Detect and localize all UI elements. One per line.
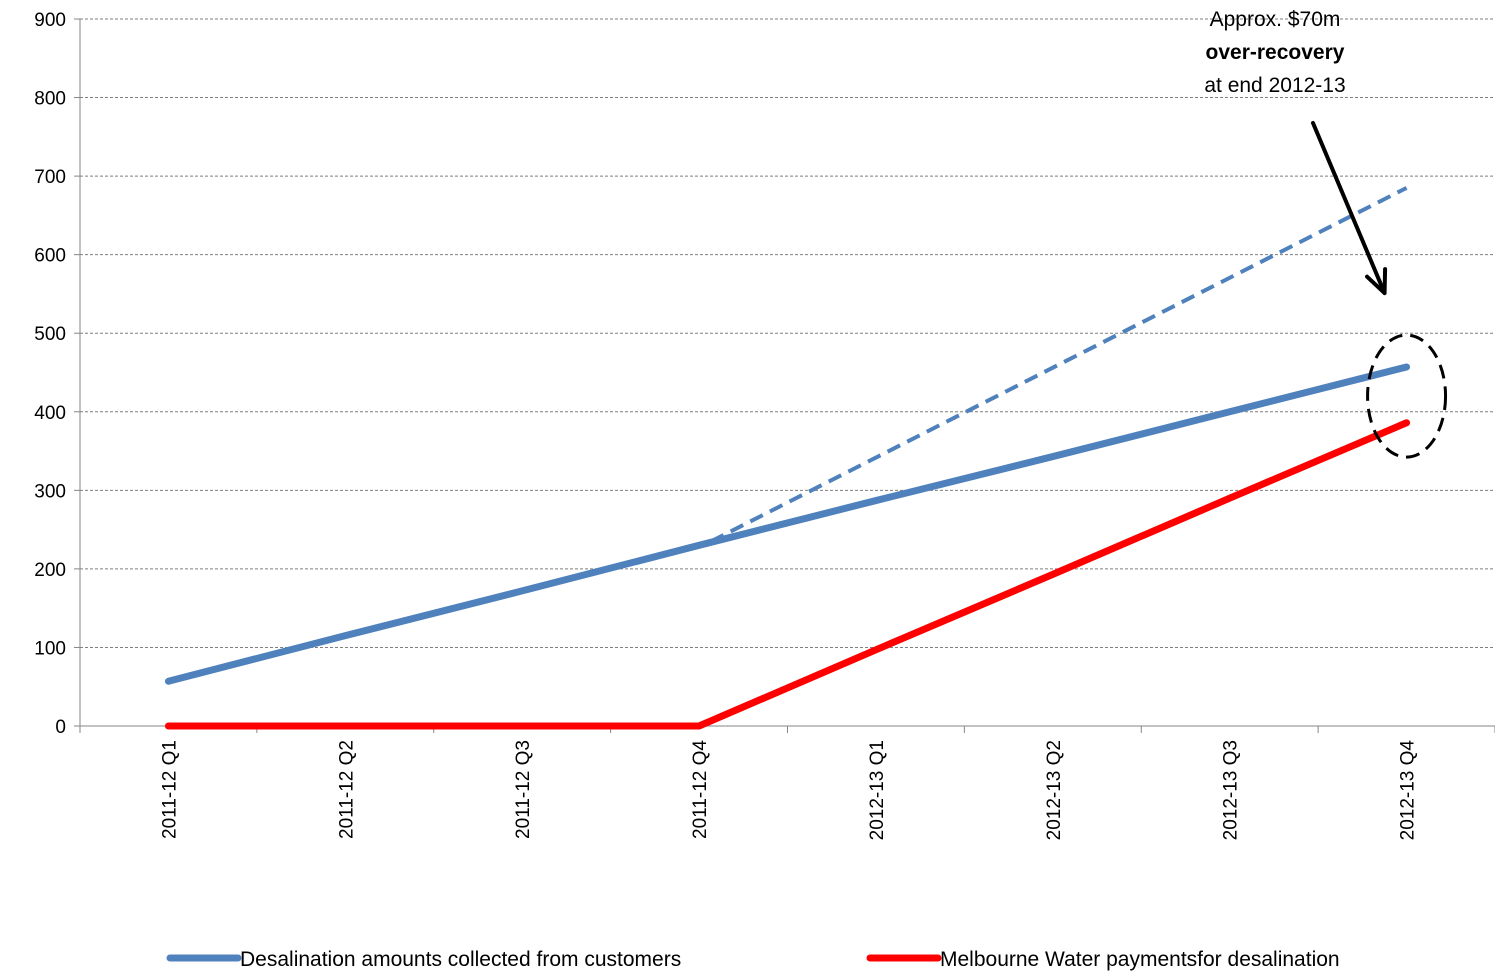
x-tick-label-6: 2012-13 Q3 xyxy=(1221,740,1242,840)
series-line-1 xyxy=(164,419,1411,730)
x-axis-ticks: 2011-12 Q1 2011-12 Q2 2011-12 Q3 2011-12 Q4… xyxy=(79,726,1495,841)
y-tick-label-300: 300 xyxy=(34,481,66,502)
y-tick-label-900: 900 xyxy=(34,10,66,31)
y-tick-label-400: 400 xyxy=(34,403,66,424)
highlight-ellipse xyxy=(1366,333,1448,459)
y-tick-label-500: 500 xyxy=(34,324,66,345)
x-tick-label-2: 2011-12 Q3 xyxy=(513,740,534,839)
annotation-text-line-0: Approx. $70m xyxy=(1210,8,1341,31)
y-tick-label-700: 700 xyxy=(34,167,66,188)
x-tick-label-5: 2012-13 Q2 xyxy=(1044,740,1065,840)
gridlines xyxy=(80,18,1495,648)
y-axis-ticks: 0 100 200 300 400 500 600 700 800 900 xyxy=(34,10,80,738)
y-tick-label-600: 600 xyxy=(34,246,66,267)
projection-line xyxy=(710,186,1408,544)
y-tick-label-100: 100 xyxy=(34,638,66,659)
y-tick-label-800: 800 xyxy=(34,89,66,110)
x-tick-label-0: 2011-12 Q1 xyxy=(159,740,180,839)
legend-label-1: Melbourne Water paymentsfor desalination xyxy=(940,948,1340,971)
axes xyxy=(79,19,1495,727)
x-tick-label-4: 2012-13 Q1 xyxy=(867,740,888,840)
annotation-arrow-shaft xyxy=(1311,121,1387,296)
y-tick-label-0: 0 xyxy=(55,717,66,738)
legend: Desalination amounts collected from cust… xyxy=(166,948,1340,971)
series-line-0 xyxy=(164,363,1411,685)
annotation-arrow-head xyxy=(1365,267,1388,296)
x-tick-label-3: 2011-12 Q4 xyxy=(690,740,711,839)
annotation-text-line-1: over-recovery xyxy=(1206,41,1345,64)
y-tick-label-200: 200 xyxy=(34,560,66,581)
x-tick-label-7: 2012-13 Q4 xyxy=(1398,740,1419,841)
series-lines xyxy=(164,186,1411,730)
legend-label-0: Desalination amounts collected from cust… xyxy=(240,948,681,971)
annotation: Approx. $70m over-recovery at end 2012-13 xyxy=(1204,8,1448,459)
x-tick-label-1: 2011-12 Q2 xyxy=(336,740,357,839)
annotation-text-line-2: at end 2012-13 xyxy=(1204,74,1345,97)
